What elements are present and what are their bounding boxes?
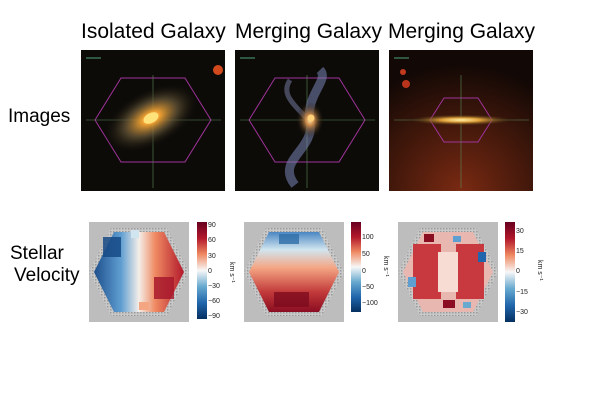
colorbar-unit: km s⁻¹ — [536, 260, 543, 281]
colorbar-tick: 60 — [208, 237, 216, 244]
colorbar-tick: 0 — [208, 268, 212, 275]
galaxy-image-merging-1 — [235, 50, 379, 191]
colorbar-merging-2 — [505, 222, 515, 322]
colorbar-isolated — [197, 222, 207, 319]
colorbar-tick: −100 — [362, 300, 378, 307]
velocity-map-merging-2 — [398, 222, 498, 322]
colorbar-tick: −15 — [516, 289, 528, 296]
colorbar-tick: 0 — [362, 268, 366, 275]
colorbar-tick: −50 — [362, 284, 374, 291]
velocity-map-isolated — [89, 222, 189, 322]
colorbar-tick: 50 — [362, 251, 370, 258]
row-label-stellar-velocity: Stellar Velocity — [10, 243, 79, 287]
row-label-line-1: Stellar — [10, 243, 64, 264]
galaxy-image-isolated — [81, 50, 225, 191]
colorbar-tick: −30 — [516, 309, 528, 316]
row-label-images: Images — [8, 106, 71, 127]
colorbar-unit: km s⁻¹ — [382, 256, 389, 277]
colorbar-tick: 15 — [516, 248, 524, 255]
colorbar-tick: −90 — [208, 313, 220, 320]
colorbar-unit: km s⁻¹ — [228, 262, 235, 283]
column-title-merging-2: Merging Galaxy — [388, 20, 536, 43]
velocity-map-merging-1 — [244, 222, 344, 322]
colorbar-tick: 90 — [208, 222, 216, 229]
colorbar-tick: 0 — [516, 268, 520, 275]
column-title-isolated: Isolated Galaxy — [81, 20, 226, 43]
colorbar-tick: −30 — [208, 283, 220, 290]
row-label-line-2: Velocity — [14, 265, 80, 286]
galaxy-image-merging-2 — [389, 50, 533, 191]
colorbar-tick: 30 — [208, 253, 216, 260]
colorbar-tick: −60 — [208, 298, 220, 305]
colorbar-merging-1 — [351, 222, 361, 312]
column-title-merging-1: Merging Galaxy — [235, 20, 383, 43]
colorbar-tick: 30 — [516, 228, 524, 235]
colorbar-tick: 100 — [362, 234, 374, 241]
